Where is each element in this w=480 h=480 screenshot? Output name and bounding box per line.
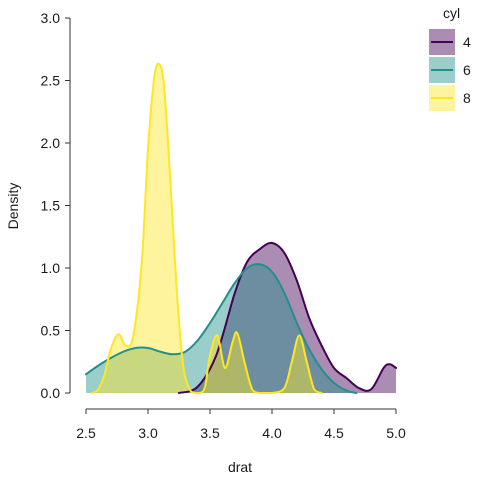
y-tick-label: 3.0 bbox=[41, 10, 61, 26]
x-tick-label: 4.0 bbox=[262, 425, 282, 441]
legend-title: cyl bbox=[443, 5, 460, 21]
y-tick-label: 1.5 bbox=[41, 198, 61, 214]
y-tick-label: 1.0 bbox=[41, 260, 61, 276]
density-line-cyl-4 bbox=[178, 241, 397, 394]
y-tick-label: 0.0 bbox=[41, 385, 61, 401]
density-area-cyl-4 bbox=[179, 242, 396, 393]
density-line-cyl-6 bbox=[85, 263, 358, 394]
x-tick-label: 2.5 bbox=[76, 425, 96, 441]
y-tick-label: 2.5 bbox=[41, 73, 61, 89]
x-tick-label: 4.5 bbox=[324, 425, 344, 441]
y-tick-label: 0.5 bbox=[41, 323, 61, 339]
legend-label-cyl-4: 4 bbox=[463, 34, 471, 50]
y-axis-title: Density bbox=[5, 183, 21, 230]
x-tick-label: 5.0 bbox=[386, 425, 406, 441]
density-area-cyl-6 bbox=[86, 264, 357, 393]
legend-label-cyl-6: 6 bbox=[463, 62, 471, 78]
x-tick-label: 3.0 bbox=[138, 425, 158, 441]
x-tick-label: 3.5 bbox=[200, 425, 220, 441]
axes: 0.0 0.5 1.0 1.5 2.0 2.5 3.0 2.5 3.0 3.5 4.0 4.5 5.0 bbox=[41, 10, 406, 441]
density-area-cyl-8 bbox=[92, 63, 322, 393]
plot-areas bbox=[86, 63, 396, 393]
legend-label-cyl-8: 8 bbox=[463, 90, 471, 106]
legend: cyl 4 6 8 bbox=[429, 5, 471, 111]
density-line-cyl-8 bbox=[91, 62, 323, 394]
x-axis-title: drat bbox=[228, 459, 252, 475]
y-tick-label: 2.0 bbox=[41, 135, 61, 151]
plot-lines bbox=[85, 62, 397, 394]
